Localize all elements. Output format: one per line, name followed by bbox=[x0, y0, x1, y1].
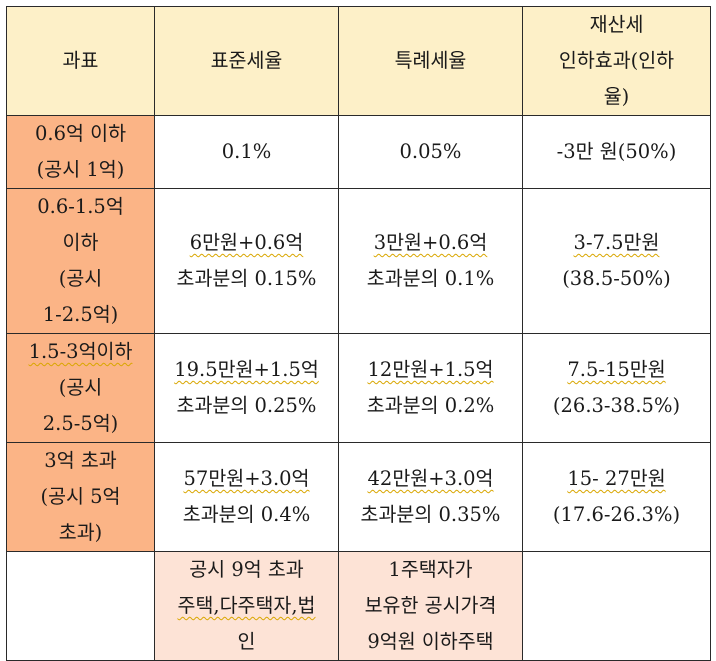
cell-line: (26.3-38.5%) bbox=[552, 394, 681, 417]
header-effect-line: 재산세 bbox=[589, 13, 644, 36]
cell-line: 9억원 이하주택 bbox=[367, 630, 494, 653]
special-rate-cell: 12만원+1.5억 초과분의 0.2% bbox=[338, 333, 523, 443]
header-tax-base: 과표 bbox=[6, 6, 155, 116]
cell-line: 57만원+3.0억 bbox=[183, 467, 310, 490]
table-row: 0.6-1.5억 이하 (공시 1-2.5억) 6만원+0.6억 초과분의 0.… bbox=[6, 188, 711, 334]
cell-line: 0.6-1.5억 bbox=[37, 195, 124, 218]
cell-line: 12만원+1.5억 bbox=[367, 358, 494, 381]
header-standard-rate: 표준세율 bbox=[154, 6, 339, 116]
standard-rate-cell: 6만원+0.6억 초과분의 0.15% bbox=[154, 188, 339, 334]
cell-line: 42만원+3.0억 bbox=[367, 467, 494, 490]
cell-line: 19.5만원+1.5억 bbox=[174, 358, 319, 381]
footer-row: 공시 9억 초과 주택,다주택자,법 인 1주택자가 보유한 공시가격 9억원 … bbox=[6, 551, 711, 661]
cell-line: 3만원+0.6억 bbox=[373, 231, 488, 254]
tax-base-cell: 3억 초과 (공시 5억 초과) bbox=[6, 442, 155, 552]
cell-line: 0.05% bbox=[399, 140, 462, 163]
special-rate-cell: 42만원+3.0억 초과분의 0.35% bbox=[338, 442, 523, 552]
cell-line: 주택,다주택자,법 bbox=[177, 594, 316, 617]
reduction-effect-cell: -3만 원(50%) bbox=[522, 115, 711, 189]
cell-line: 공시 9억 초과 bbox=[189, 558, 304, 581]
footer-empty-cell bbox=[522, 551, 711, 661]
header-reduction-effect: 재산세 인하효과(인하 율) bbox=[522, 6, 711, 116]
cell-line: 초과분의 0.2% bbox=[366, 394, 495, 417]
cell-line: 2.5-5억) bbox=[42, 412, 119, 435]
tax-base-cell: 1.5-3억이하 (공시 2.5-5억) bbox=[6, 333, 155, 443]
cell-line: 1주택자가 bbox=[388, 558, 473, 581]
header-effect-line: 율) bbox=[603, 85, 630, 108]
standard-rate-cell: 0.1% bbox=[154, 115, 339, 189]
cell-line: 초과분의 0.35% bbox=[360, 503, 501, 526]
table-row: 1.5-3억이하 (공시 2.5-5억) 19.5만원+1.5억 초과분의 0.… bbox=[6, 333, 711, 443]
standard-rate-cell: 19.5만원+1.5억 초과분의 0.25% bbox=[154, 333, 339, 443]
reduction-effect-cell: 7.5-15만원 (26.3-38.5%) bbox=[522, 333, 711, 443]
reduction-effect-cell: 15- 27만원 (17.6-26.3%) bbox=[522, 442, 711, 552]
special-rate-cell: 0.05% bbox=[338, 115, 523, 189]
tax-base-cell: 0.6억 이하 (공시 1억) bbox=[6, 115, 155, 189]
cell-line: 0.1% bbox=[221, 140, 272, 163]
cell-line: (공시 5억 bbox=[40, 485, 121, 508]
cell-line: 이하 bbox=[62, 231, 99, 254]
cell-line: (공시 1억) bbox=[36, 158, 125, 181]
cell-line: -3만 원(50%) bbox=[556, 140, 677, 163]
cell-line: 3억 초과 bbox=[44, 449, 117, 472]
standard-rate-target-cell: 공시 9억 초과 주택,다주택자,법 인 bbox=[154, 551, 339, 661]
cell-line: 7.5-15만원 bbox=[567, 358, 666, 381]
cell-line: (38.5-50%) bbox=[562, 267, 671, 290]
reduction-effect-cell: 3-7.5만원 (38.5-50%) bbox=[522, 188, 711, 334]
header-effect-line: 인하효과(인하 bbox=[558, 49, 675, 72]
header-special-rate: 특례세율 bbox=[338, 6, 523, 116]
cell-line: 3-7.5만원 bbox=[573, 231, 660, 254]
table-row: 3억 초과 (공시 5억 초과) 57만원+3.0억 초과분의 0.4% 42만… bbox=[6, 442, 711, 552]
cell-line: (공시 bbox=[58, 267, 103, 290]
cell-line: 초과분의 0.25% bbox=[176, 394, 317, 417]
cell-line: 6만원+0.6억 bbox=[189, 231, 304, 254]
footer-empty-cell bbox=[6, 551, 155, 661]
cell-line: 초과분의 0.15% bbox=[176, 267, 317, 290]
cell-line: 1-2.5억) bbox=[42, 303, 119, 326]
special-rate-target-cell: 1주택자가 보유한 공시가격 9억원 이하주택 bbox=[338, 551, 523, 661]
header-row: 과표 표준세율 특례세율 재산세 인하효과(인하 율) bbox=[6, 6, 711, 116]
cell-line: 초과분의 0.1% bbox=[366, 267, 495, 290]
cell-line: 초과) bbox=[58, 521, 103, 544]
cell-line: (공시 bbox=[58, 376, 103, 399]
cell-line: 0.6억 이하 bbox=[34, 122, 127, 145]
cell-line: 초과분의 0.4% bbox=[182, 503, 311, 526]
cell-line: 인 bbox=[237, 630, 256, 653]
cell-line: (17.6-26.3%) bbox=[552, 503, 681, 526]
tax-rate-table: 과표 표준세율 특례세율 재산세 인하효과(인하 율) 0.6억 이하 (공시 … bbox=[6, 6, 711, 661]
special-rate-cell: 3만원+0.6억 초과분의 0.1% bbox=[338, 188, 523, 334]
cell-line: 보유한 공시가격 bbox=[364, 594, 497, 617]
standard-rate-cell: 57만원+3.0억 초과분의 0.4% bbox=[154, 442, 339, 552]
cell-line: 1.5-3억이하 bbox=[28, 340, 133, 363]
table-row: 0.6억 이하 (공시 1억) 0.1% 0.05% -3만 원(50%) bbox=[6, 115, 711, 189]
cell-line: 15- 27만원 bbox=[567, 467, 666, 490]
tax-base-cell: 0.6-1.5억 이하 (공시 1-2.5억) bbox=[6, 188, 155, 334]
